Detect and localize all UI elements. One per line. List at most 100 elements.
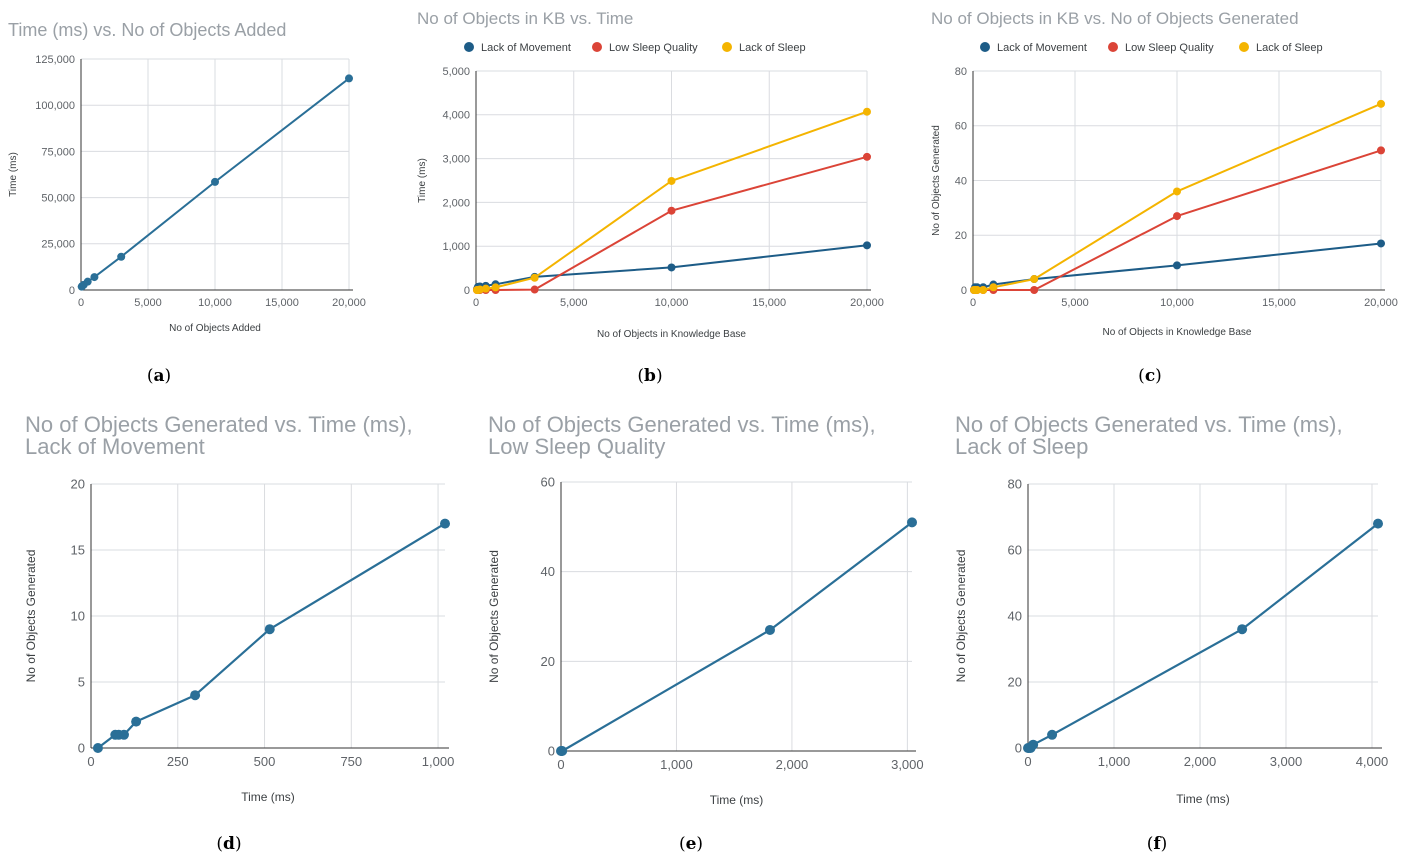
chart-title-line: Low Sleep Quality	[488, 434, 665, 459]
x-tick-label: 5,000	[134, 297, 162, 309]
legend-label: Lack of Sleep	[739, 42, 806, 54]
legend-swatch	[980, 42, 990, 52]
data-point	[491, 283, 500, 292]
legend-label: Lack of Movement	[481, 42, 571, 54]
data-point	[557, 746, 568, 756]
x-tick-label: 3,000	[891, 757, 924, 772]
x-tick-label: 20,000	[332, 297, 366, 309]
caption-letter: e	[686, 834, 697, 854]
x-tick-label: 15,000	[1262, 297, 1296, 309]
legend-swatch	[1239, 42, 1249, 52]
x-tick-label: 3,000	[1270, 754, 1303, 769]
y-axis-label: No of Objects Generated	[487, 550, 501, 683]
x-axis-label: Time (ms)	[710, 793, 764, 807]
caption-letter: f	[1153, 834, 1162, 854]
data-point	[1173, 187, 1181, 196]
chart-panel-b: No of Objects in KB vs. Time 0 5,000 10,000…	[417, 9, 884, 386]
chart-title-line: Lack of Movement	[25, 434, 205, 459]
data-point	[1028, 739, 1039, 750]
x-tick-label: 1,000	[422, 754, 455, 769]
data-point	[211, 177, 219, 186]
series-line	[97, 522, 446, 749]
y-tick-label: 40	[541, 564, 555, 579]
chart-panel-a: Time (ms) vs. No of Objects Added 0 5,000 1…	[8, 20, 366, 386]
legend-label: Lack of Sleep	[1256, 42, 1323, 54]
x-axis-label: No of Objects Added	[169, 323, 261, 334]
panel-caption: (b)	[637, 366, 662, 386]
x-tick-label: 5,000	[560, 297, 588, 309]
x-tick-label: 10,000	[655, 297, 689, 309]
data-point	[1237, 624, 1248, 635]
data-point	[1173, 212, 1181, 221]
x-tick-label: 500	[254, 754, 276, 769]
caption-letter: a	[153, 366, 164, 386]
y-tick-label: 5	[78, 675, 85, 690]
y-tick-label: 80	[1008, 477, 1022, 492]
data-point	[863, 107, 871, 116]
y-tick-label: 25,000	[41, 239, 75, 251]
data-point	[667, 176, 676, 185]
x-axis-label: No of Objects in Knowledge Base	[597, 329, 746, 340]
x-tick-label: 20,000	[850, 297, 884, 309]
chart-title: No of Objects Generated vs. Time (ms), La…	[955, 412, 1343, 459]
data-point	[989, 283, 998, 292]
chart-panel-e: No of Objects Generated vs. Time (ms), Lo…	[487, 412, 924, 854]
x-tick-label: 4,000	[1356, 754, 1389, 769]
data-point	[1047, 729, 1058, 740]
x-tick-label: 5,000	[1061, 297, 1089, 309]
x-axis-label: No of Objects in Knowledge Base	[1103, 327, 1252, 338]
legend-swatch	[464, 42, 474, 52]
panel-caption: (f)	[1147, 834, 1168, 854]
chart-title: No of Objects Generated vs. Time (ms), Lo…	[488, 412, 876, 459]
x-axis-label: Time (ms)	[241, 790, 295, 804]
caption-paren: (	[679, 834, 686, 854]
legend-swatch	[1108, 42, 1118, 52]
data-point	[1030, 275, 1039, 284]
x-tick-label: 15,000	[752, 297, 786, 309]
y-tick-label: 125,000	[35, 54, 75, 66]
y-tick-label: 0	[548, 744, 555, 759]
x-axis-label: Time (ms)	[1176, 792, 1230, 806]
y-tick-label: 20	[71, 477, 85, 492]
caption-paren: (	[147, 366, 154, 386]
chart-title-line: No of Objects Generated vs. Time (ms),	[25, 412, 413, 437]
x-tick-label: 0	[557, 757, 564, 772]
y-axis-label: No of Objects Generated	[954, 550, 968, 683]
chart-panel-c: No of Objects in KB vs. No of Objects Ge…	[931, 9, 1398, 386]
y-tick-label: 40	[955, 175, 967, 187]
y-axis-label: Time (ms)	[8, 152, 19, 197]
caption-letter: c	[1145, 366, 1155, 386]
series-line	[1027, 522, 1379, 750]
x-tick-label: 0	[87, 754, 94, 769]
x-tick-label: 10,000	[198, 297, 232, 309]
caption-paren: )	[1155, 366, 1162, 386]
caption-paren: (	[1147, 834, 1154, 854]
x-tick-label: 0	[78, 297, 84, 309]
data-point	[863, 241, 871, 250]
data-point	[1030, 286, 1039, 294]
legend-label: Lack of Movement	[997, 42, 1087, 54]
chart-title: No of Objects in KB vs. No of Objects Ge…	[931, 9, 1299, 28]
x-tick-label: 0	[473, 297, 479, 309]
data-point	[907, 517, 917, 528]
y-tick-label: 0	[1015, 741, 1022, 756]
x-tick-label: 250	[167, 754, 189, 769]
data-point	[863, 152, 871, 161]
data-point	[764, 624, 775, 635]
x-tick-label: 1,000	[1098, 754, 1131, 769]
caption-paren: (	[1138, 366, 1145, 386]
y-tick-label: 20	[541, 654, 555, 669]
legend-label: Low Sleep Quality	[1125, 42, 1214, 54]
chart-title-line: No of Objects in KB vs. No of Objects Ge…	[931, 9, 1299, 28]
y-tick-label: 0	[464, 285, 470, 297]
chart-title: No of Objects Generated vs. Time (ms), La…	[25, 412, 413, 459]
y-axis-label: No of Objects Generated	[931, 125, 942, 236]
y-axis-label: Time (ms)	[417, 158, 428, 203]
chart-title-line: Time (ms) vs. No of Objects Added	[8, 20, 286, 40]
data-point	[90, 273, 99, 282]
data-point	[190, 690, 201, 701]
x-tick-label: 10,000	[1160, 297, 1194, 309]
data-point	[530, 285, 539, 294]
data-point	[92, 743, 103, 753]
caption-paren: (	[216, 834, 223, 854]
